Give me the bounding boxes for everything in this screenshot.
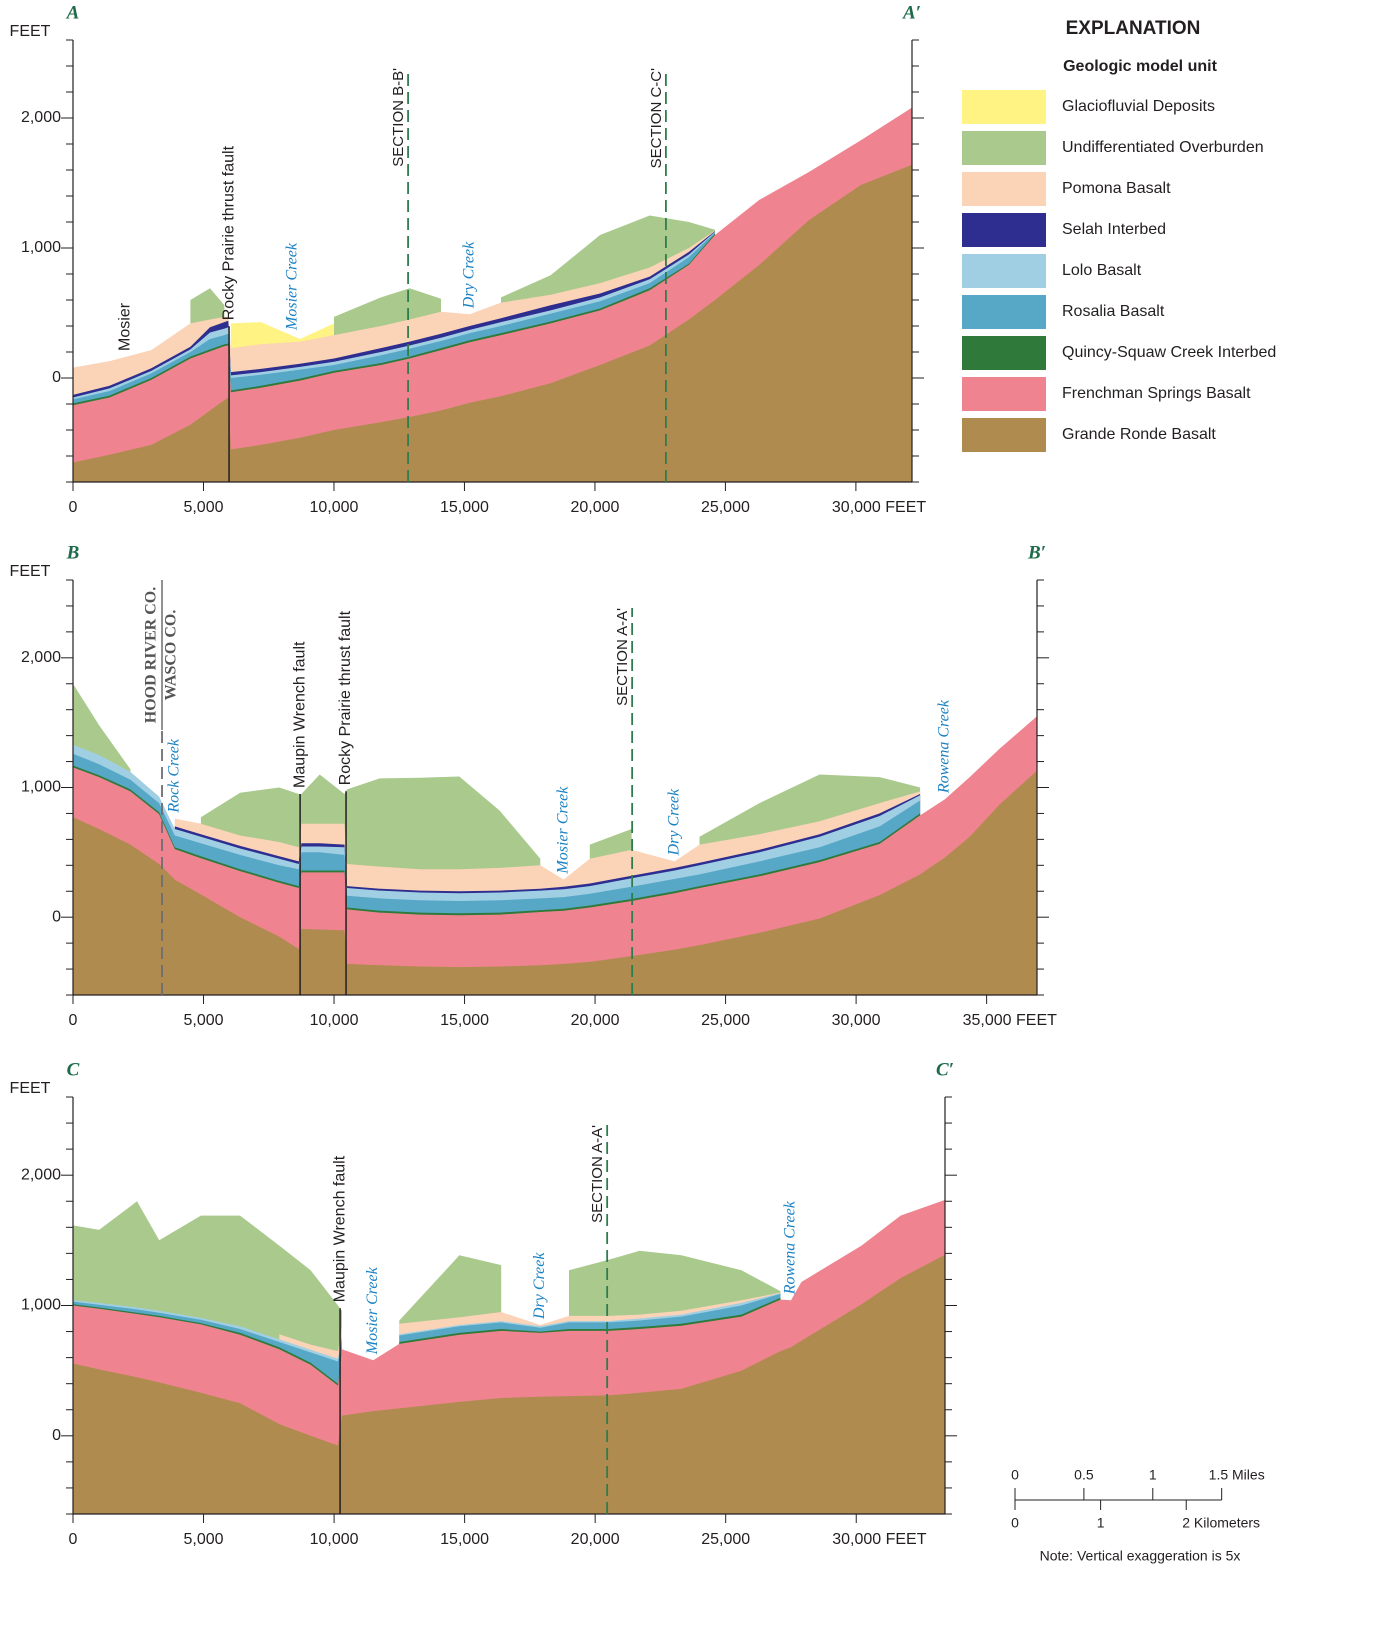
x-tick-label: 30,000 bbox=[832, 1012, 881, 1029]
x-tick-label: 0 bbox=[69, 1012, 78, 1029]
legend-label: Frenchman Springs Basalt bbox=[1062, 385, 1251, 402]
section-label: SECTION A-A' bbox=[614, 608, 631, 706]
x-tick-label: 20,000 bbox=[571, 1012, 620, 1029]
x-tick-label: 5,000 bbox=[184, 1531, 224, 1548]
creek-label: Mosier Creek bbox=[554, 786, 571, 875]
creek-label: Rock Creek bbox=[165, 738, 182, 813]
y-tick-label: 0 bbox=[52, 1427, 61, 1444]
explanation-subtitle: Geologic model unit bbox=[1063, 58, 1217, 75]
legend-swatch bbox=[962, 295, 1046, 329]
legend-swatch bbox=[962, 90, 1046, 124]
creek-label: Mosier Creek bbox=[284, 242, 301, 331]
legend-swatch bbox=[962, 254, 1046, 288]
x-tick-label: 10,000 bbox=[309, 499, 358, 516]
x-tick-label: 35,000 FEET bbox=[963, 1012, 1058, 1029]
legend-label: Grande Ronde Basalt bbox=[1062, 426, 1216, 443]
scale-label: 1.5 Miles bbox=[1209, 1467, 1265, 1483]
fault-label: Maupin Wrench fault bbox=[291, 641, 308, 788]
section-end-label: A′ bbox=[902, 2, 921, 23]
x-tick-label: 0 bbox=[69, 1531, 78, 1548]
scale-label: 1 bbox=[1149, 1467, 1157, 1483]
x-tick-label: 25,000 bbox=[701, 1531, 750, 1548]
y-tick-label: 0 bbox=[52, 369, 61, 386]
x-tick-label: 5,000 bbox=[183, 499, 223, 516]
x-tick-label: 30,000 FEET bbox=[832, 1531, 927, 1548]
y-tick-label: 0 bbox=[52, 908, 61, 925]
place-label: Mosier bbox=[116, 302, 133, 351]
x-tick-label: 15,000 bbox=[440, 1012, 489, 1029]
x-tick-label: 25,000 bbox=[701, 499, 750, 516]
section-end-label: B′ bbox=[1027, 542, 1046, 563]
y-tick-label: 2,000 bbox=[21, 1166, 61, 1183]
scale-label: 0 bbox=[1011, 1467, 1019, 1483]
creek-label: Dry Creek bbox=[665, 788, 682, 856]
scale-label: 1 bbox=[1097, 1515, 1105, 1531]
figure: EXPLANATION Geologic model unit Note: Ve… bbox=[0, 0, 1381, 1633]
x-tick-label: 20,000 bbox=[571, 1531, 620, 1548]
scale-label: 2 Kilometers bbox=[1182, 1515, 1260, 1531]
x-tick-label: 0 bbox=[69, 499, 78, 516]
county-label: WASCO CO. bbox=[163, 610, 180, 701]
section-label: SECTION A-A' bbox=[589, 1125, 606, 1223]
legend-swatch bbox=[962, 172, 1046, 206]
y-tick-label: 2,000 bbox=[21, 649, 61, 666]
legend-label: Glaciofluvial Deposits bbox=[1062, 98, 1215, 115]
y-tick-label: 1,000 bbox=[21, 239, 61, 256]
x-tick-label: 5,000 bbox=[183, 1012, 223, 1029]
y-axis-label: FEET bbox=[10, 563, 51, 580]
x-tick-label: 15,000 bbox=[440, 1531, 489, 1548]
x-tick-label: 20,000 bbox=[570, 499, 619, 516]
scale-note: Note: Vertical exaggeration is 5x bbox=[1040, 1548, 1241, 1564]
section-label: SECTION C-C' bbox=[648, 68, 665, 169]
x-tick-label: 15,000 bbox=[440, 499, 489, 516]
section-start-label: A bbox=[66, 2, 80, 23]
county-label: HOOD RIVER CO. bbox=[143, 587, 160, 723]
y-axis-label: FEET bbox=[10, 1080, 51, 1097]
x-tick-label: 10,000 bbox=[310, 1012, 359, 1029]
section-start-label: B bbox=[66, 542, 80, 563]
legend-swatch bbox=[962, 213, 1046, 247]
legend-swatch bbox=[962, 418, 1046, 452]
section-start-label: C bbox=[67, 1059, 80, 1080]
scale-label: 0.5 bbox=[1074, 1467, 1094, 1483]
y-tick-label: 1,000 bbox=[21, 1297, 61, 1314]
legend-label: Lolo Basalt bbox=[1062, 262, 1142, 279]
scale-label: 0 bbox=[1011, 1515, 1019, 1531]
legend-label: Undifferentiated Overburden bbox=[1062, 139, 1264, 156]
creek-label: Rowena Creek bbox=[936, 699, 953, 794]
fault-label: Rocky Prairie thrust fault bbox=[337, 610, 354, 785]
x-tick-label: 10,000 bbox=[310, 1531, 359, 1548]
creek-label: Mosier Creek bbox=[364, 1266, 381, 1355]
explanation-title: EXPLANATION bbox=[1066, 18, 1201, 39]
y-axis-label: FEET bbox=[10, 23, 51, 40]
legend-swatch bbox=[962, 336, 1046, 370]
section-label: SECTION B-B' bbox=[390, 68, 407, 167]
page: {"chart_data":[ {"type":"area","start_la… bbox=[0, 0, 1381, 1633]
y-tick-label: 1,000 bbox=[21, 779, 61, 796]
y-tick-label: 2,000 bbox=[21, 109, 61, 126]
creek-label: Rowena Creek bbox=[782, 1200, 799, 1295]
x-tick-label: 30,000 FEET bbox=[832, 499, 927, 516]
creek-label: Dry Creek bbox=[531, 1252, 548, 1320]
legend-label: Pomona Basalt bbox=[1062, 180, 1171, 197]
legend-swatch bbox=[962, 377, 1046, 411]
legend-label: Selah Interbed bbox=[1062, 221, 1166, 238]
fault-label: Maupin Wrench fault bbox=[331, 1155, 348, 1302]
fault-label: Rocky Prairie thrust fault bbox=[220, 145, 237, 320]
section-end-label: C′ bbox=[936, 1059, 954, 1080]
x-tick-label: 25,000 bbox=[701, 1012, 750, 1029]
legend-label: Rosalia Basalt bbox=[1062, 303, 1165, 320]
legend-swatch bbox=[962, 131, 1046, 165]
legend-label: Quincy-Squaw Creek Interbed bbox=[1062, 344, 1276, 361]
creek-label: Dry Creek bbox=[460, 241, 477, 309]
